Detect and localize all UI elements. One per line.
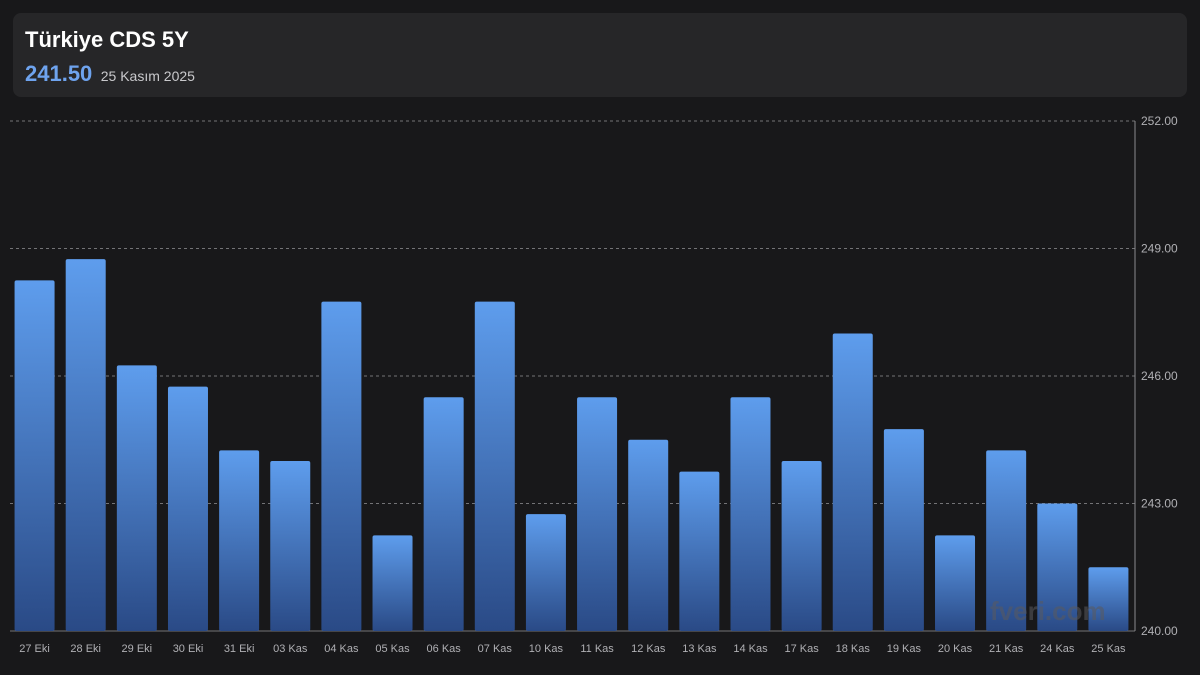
- bar: [781, 461, 822, 631]
- x-tick-label: 28 Eki: [70, 643, 101, 655]
- bar: [116, 365, 157, 631]
- x-tick-label: 12 Kas: [631, 643, 666, 655]
- x-tick-label: 18 Kas: [836, 643, 871, 655]
- x-tick-label: 19 Kas: [887, 643, 922, 655]
- x-tick-label: 05 Kas: [375, 643, 410, 655]
- x-tick-label: 27 Eki: [19, 643, 50, 655]
- bar: [270, 461, 311, 631]
- bar: [986, 450, 1027, 631]
- bar: [730, 397, 771, 631]
- x-tick-label: 07 Kas: [478, 643, 513, 655]
- x-tick-label: 13 Kas: [682, 643, 717, 655]
- x-tick-label: 24 Kas: [1040, 643, 1075, 655]
- bar: [219, 450, 260, 631]
- bar: [14, 280, 55, 631]
- bar: [1037, 503, 1078, 631]
- bar: [935, 535, 976, 631]
- x-tick-label: 06 Kas: [427, 643, 462, 655]
- y-tick-label: 243.00: [1141, 497, 1178, 511]
- bars: [14, 259, 1129, 631]
- x-tick-label: 30 Eki: [173, 643, 204, 655]
- y-tick-label: 246.00: [1141, 369, 1178, 383]
- x-axis-labels: 27 Eki 28 Eki 29 Eki 30 Eki 31 Eki 03 Kas 04 K…: [19, 643, 1126, 655]
- x-tick-label: 11 Kas: [580, 643, 614, 655]
- x-tick-label: 21 Kas: [989, 643, 1024, 655]
- bar: [321, 301, 362, 631]
- y-tick-label: 252.00: [1141, 114, 1178, 128]
- x-tick-label: 04 Kas: [324, 643, 359, 655]
- y-tick-label: 240.00: [1141, 624, 1178, 638]
- x-tick-label: 14 Kas: [733, 643, 768, 655]
- current-date: 25 Kasım 2025: [100, 68, 195, 84]
- y-axis-labels: 252.00 249.00 246.00 243.00 240.00: [1141, 114, 1178, 638]
- bar: [167, 386, 208, 631]
- current-value: 241.50: [25, 61, 93, 86]
- bar: [65, 259, 106, 631]
- bar: [577, 397, 618, 631]
- y-tick-label: 249.00: [1141, 242, 1178, 256]
- x-tick-label: 20 Kas: [938, 643, 973, 655]
- bar: [679, 471, 720, 631]
- x-tick-label: 10 Kas: [529, 643, 564, 655]
- x-tick-label: 29 Eki: [122, 643, 153, 655]
- x-tick-label: 03 Kas: [273, 643, 308, 655]
- bar: [832, 333, 873, 631]
- watermark: fveri.com: [990, 596, 1106, 626]
- bar: [883, 429, 924, 631]
- header-panel: Türkiye CDS 5Y 241.50 25 Kasım 2025: [13, 13, 1187, 97]
- x-tick-label: 25 Kas: [1091, 643, 1126, 655]
- bar: [628, 439, 669, 631]
- bar: [1088, 567, 1129, 631]
- chart-title: Türkiye CDS 5Y: [25, 27, 189, 52]
- bar: [423, 397, 464, 631]
- x-tick-label: 17 Kas: [784, 643, 819, 655]
- current-value-row: 241.50 25 Kasım 2025: [25, 61, 195, 87]
- bar: [474, 301, 515, 631]
- bar: [372, 535, 413, 631]
- bar: [525, 514, 566, 631]
- x-tick-label: 31 Eki: [224, 643, 255, 655]
